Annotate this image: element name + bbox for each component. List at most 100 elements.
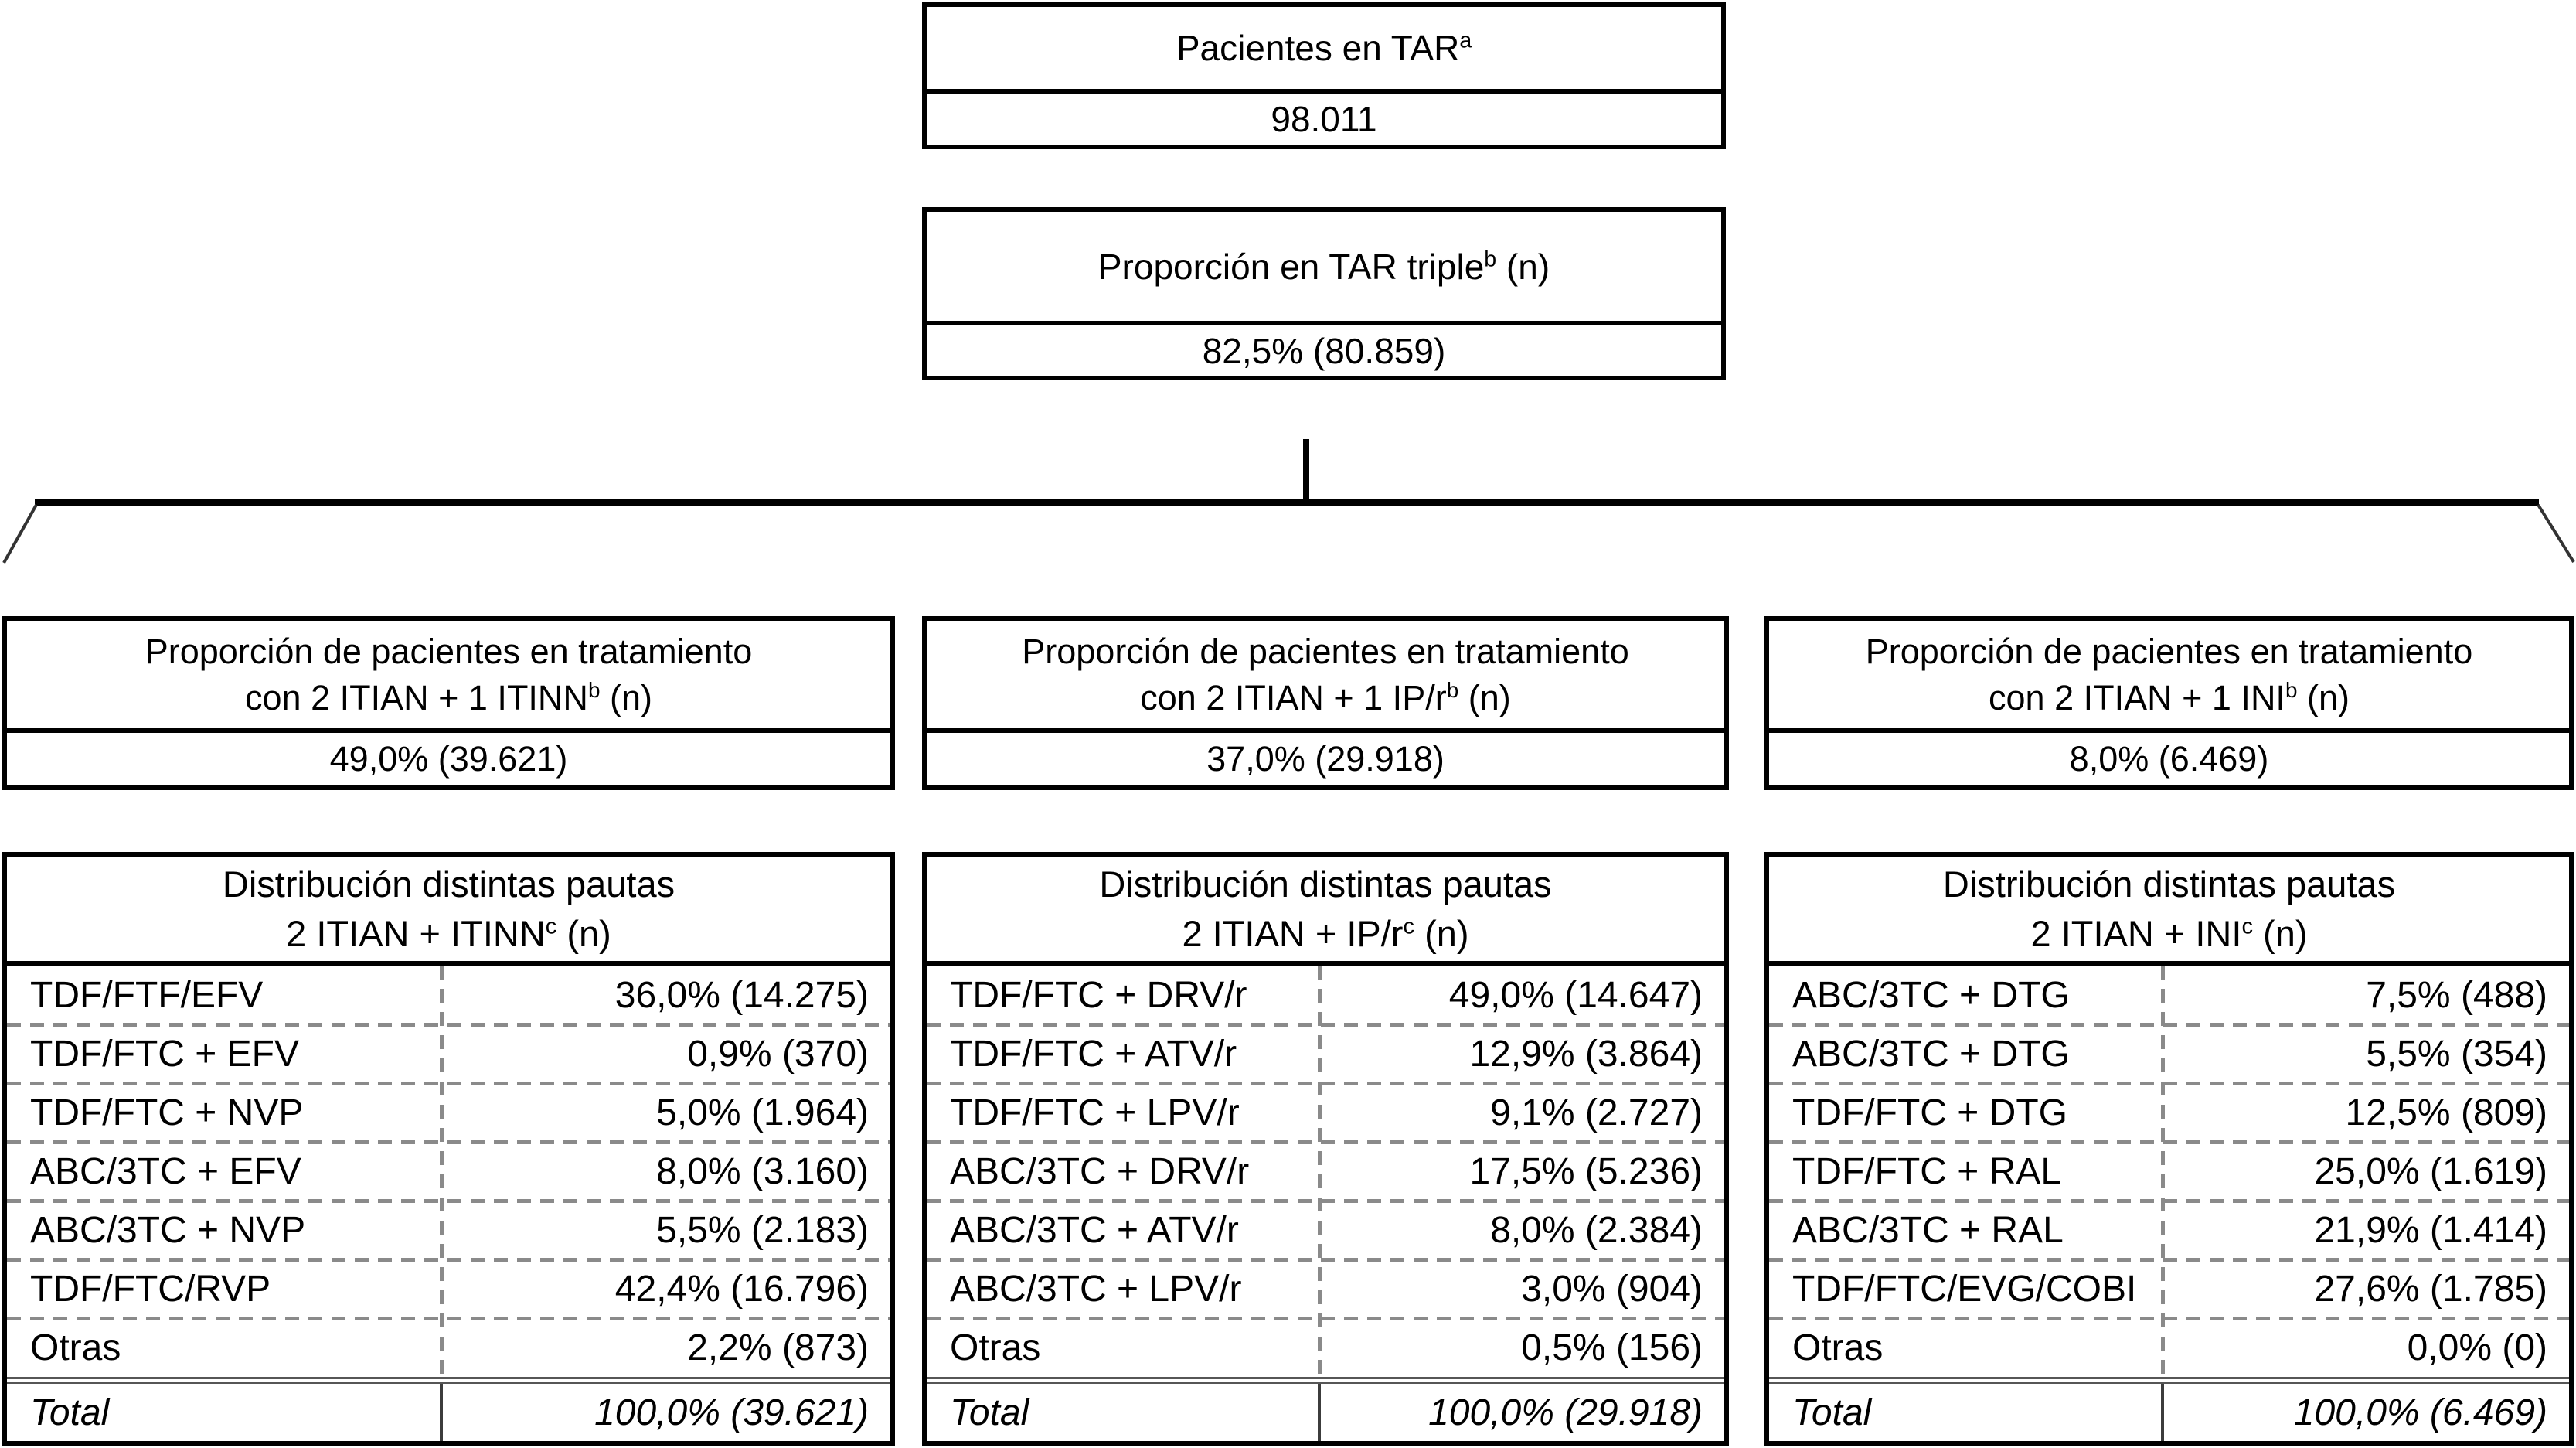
triple-art-box: Proporción en TAR tripleb (n) 82,5% (80.… [922,207,1726,380]
regimen-share-value: 7,5% (488) [2366,974,2547,1016]
table-total-row: Total 100,0% (29.918) [927,1377,1724,1441]
triple-art-value: 82,5% (80.859) [927,325,1721,376]
footnote-marker-b: b [1446,677,1459,702]
table-header-line2: 2 ITIAN + IP/rc (n) [1182,912,1469,954]
footnote-marker-b: b [587,677,601,702]
root-box-patients-on-art: Pacientes en TARa 98.011 [922,2,1726,149]
triple-art-share: 82,5% (80.859) [1202,330,1446,371]
table-header-line2: 2 ITIAN + INIc (n) [2030,912,2308,954]
table-row: ABC/3TC + DTG 5,5% (354) [1769,1024,2569,1085]
branch-title-line2: con 2 ITIAN + 1 ITINNb (n) [245,677,652,717]
regimen-label: TDF/FTC + EFV [30,1033,299,1075]
branch-itinn-share: 49,0% (39.621) [329,739,568,779]
table-header-line1: Distribución distintas pautas [1099,864,1552,905]
regimen-label: Otras [950,1327,1041,1368]
root-box-value: 98.011 [927,94,1721,145]
regimen-share-value: 12,5% (809) [2345,1092,2548,1133]
regimen-label: Otras [1792,1327,1884,1368]
total-label: Total [950,1392,1029,1433]
regimen-share-value: 36,0% (14.275) [614,974,869,1016]
regimen-share-value: 3,0% (904) [1521,1268,1703,1310]
footnote-marker-b: b [1484,247,1497,272]
total-value: 100,0% (29.918) [1428,1392,1703,1433]
branch-box-ini: Proporción de pacientes en tratamiento c… [1764,616,2574,790]
table-body: TDF/FTC + DRV/r 49,0% (14.647) TDF/FTC + A… [927,966,1724,1377]
distribution-table-itinn: Distribución distintas pautas 2 ITIAN + … [2,852,895,1446]
table-row: Otras 0,0% (0) [1769,1318,2569,1377]
regimen-label: ABC/3TC + EFV [30,1150,301,1192]
table-row: ABC/3TC + DTG 7,5% (488) [1769,966,2569,1027]
branch-title-line2: con 2 ITIAN + 1 INIb (n) [1989,677,2350,717]
regimen-label: ABC/3TC + DTG [1792,974,2070,1016]
regimen-share-value: 25,0% (1.619) [2314,1150,2547,1192]
total-value: 100,0% (39.621) [594,1392,869,1433]
regimen-label: ABC/3TC + RAL [1792,1209,2064,1251]
regimen-share-value: 42,4% (16.796) [614,1268,869,1310]
table-header: Distribución distintas pautas 2 ITIAN + … [927,857,1724,966]
regimen-label: TDF/FTC + RAL [1792,1150,2062,1192]
regimen-share-value: 17,5% (5.236) [1469,1150,1703,1192]
table-row: TDF/FTC + RAL 25,0% (1.619) [1769,1142,2569,1203]
root-box-title: Pacientes en TARa [927,7,1721,94]
table-row: Otras 2,2% (873) [7,1318,890,1377]
triple-art-title: Proporción en TAR tripleb (n) [927,212,1721,325]
table-row: TDF/FTC + DTG 12,5% (809) [1769,1083,2569,1144]
total-label: Total [30,1392,110,1433]
table-row: ABC/3TC + LPV/r 3,0% (904) [927,1259,1724,1320]
regimen-label: ABC/3TC + LPV/r [950,1268,1242,1310]
branch-ipr-share: 37,0% (29.918) [1206,739,1445,779]
branch-title-line2: con 2 ITIAN + 1 IP/rb (n) [1140,677,1511,717]
table-body: ABC/3TC + DTG 7,5% (488) ABC/3TC + DTG 5,5%… [1769,966,2569,1377]
regimen-label: ABC/3TC + DTG [1792,1033,2070,1075]
branch-itinn-value: 49,0% (39.621) [7,733,890,785]
regimen-share-value: 5,0% (1.964) [656,1092,869,1133]
regimen-share-value: 21,9% (1.414) [2314,1209,2547,1251]
table-row: TDF/FTF/EFV 36,0% (14.275) [7,966,890,1027]
column-divider-dashed [1317,966,1322,1377]
branch-ini-title: Proporción de pacientes en tratamiento c… [1769,621,2569,733]
branch-box-ipr: Proporción de pacientes en tratamiento c… [922,616,1729,790]
patients-count: 98.011 [1271,99,1377,139]
regimen-share-value: 9,1% (2.727) [1490,1092,1703,1133]
column-divider-solid [2161,1384,2165,1441]
table-row: ABC/3TC + RAL 21,9% (1.414) [1769,1201,2569,1262]
regimen-label: TDF/FTF/EFV [30,974,264,1016]
branch-title-line1: Proporción de pacientes en tratamiento [1022,632,1629,672]
regimen-label: TDF/FTC + NVP [30,1092,304,1133]
table-row: TDF/FTC + DRV/r 49,0% (14.647) [927,966,1724,1027]
distribution-table-ipr: Distribución distintas pautas 2 ITIAN + … [922,852,1729,1446]
regimen-share-value: 5,5% (354) [2366,1033,2547,1075]
column-divider-solid [440,1384,444,1441]
table-header-line1: Distribución distintas pautas [222,864,675,905]
column-divider-dashed [440,966,444,1377]
table-row: ABC/3TC + EFV 8,0% (3.160) [7,1142,890,1203]
regimen-share-value: 2,2% (873) [687,1327,869,1368]
regimen-share-value: 8,0% (3.160) [656,1150,869,1192]
triple-art-title-text: Proporción en TAR tripleb (n) [1097,246,1550,287]
distribution-table-ini: Distribución distintas pautas 2 ITIAN + … [1764,852,2574,1446]
root-box-title-text: Pacientes en TARa [1176,28,1472,68]
table-total-row: Total 100,0% (6.469) [1769,1377,2569,1441]
regimen-label: ABC/3TC + NVP [30,1209,306,1251]
regimen-share-value: 0,0% (0) [2407,1327,2547,1368]
table-row: TDF/FTC/EVG/COBI 27,6% (1.785) [1769,1259,2569,1320]
regimen-label: TDF/FTC/RVP [30,1268,271,1310]
branch-ipr-title: Proporción de pacientes en tratamiento c… [927,621,1724,733]
regimen-share-value: 5,5% (2.183) [656,1209,869,1251]
total-value: 100,0% (6.469) [2293,1392,2547,1433]
branch-ini-value: 8,0% (6.469) [1769,733,2569,785]
table-header-line2: 2 ITIAN + ITINNc (n) [286,912,611,954]
column-divider-solid [1317,1384,1321,1441]
footnote-marker-b: b [2285,677,2298,702]
branch-ini-share: 8,0% (6.469) [2069,739,2269,779]
table-row: TDF/FTC + EFV 0,9% (370) [7,1024,890,1085]
table-total-row: Total 100,0% (39.621) [7,1377,890,1441]
table-header: Distribución distintas pautas 2 ITIAN + … [7,857,890,966]
regimen-share-value: 0,5% (156) [1521,1327,1703,1368]
regimen-label: TDF/FTC/EVG/COBI [1792,1268,2137,1310]
footnote-marker-c: c [2241,913,2253,939]
regimen-share-value: 27,6% (1.785) [2314,1268,2547,1310]
table-header-line1: Distribución distintas pautas [1942,864,2396,905]
footnote-marker-c: c [545,913,557,939]
